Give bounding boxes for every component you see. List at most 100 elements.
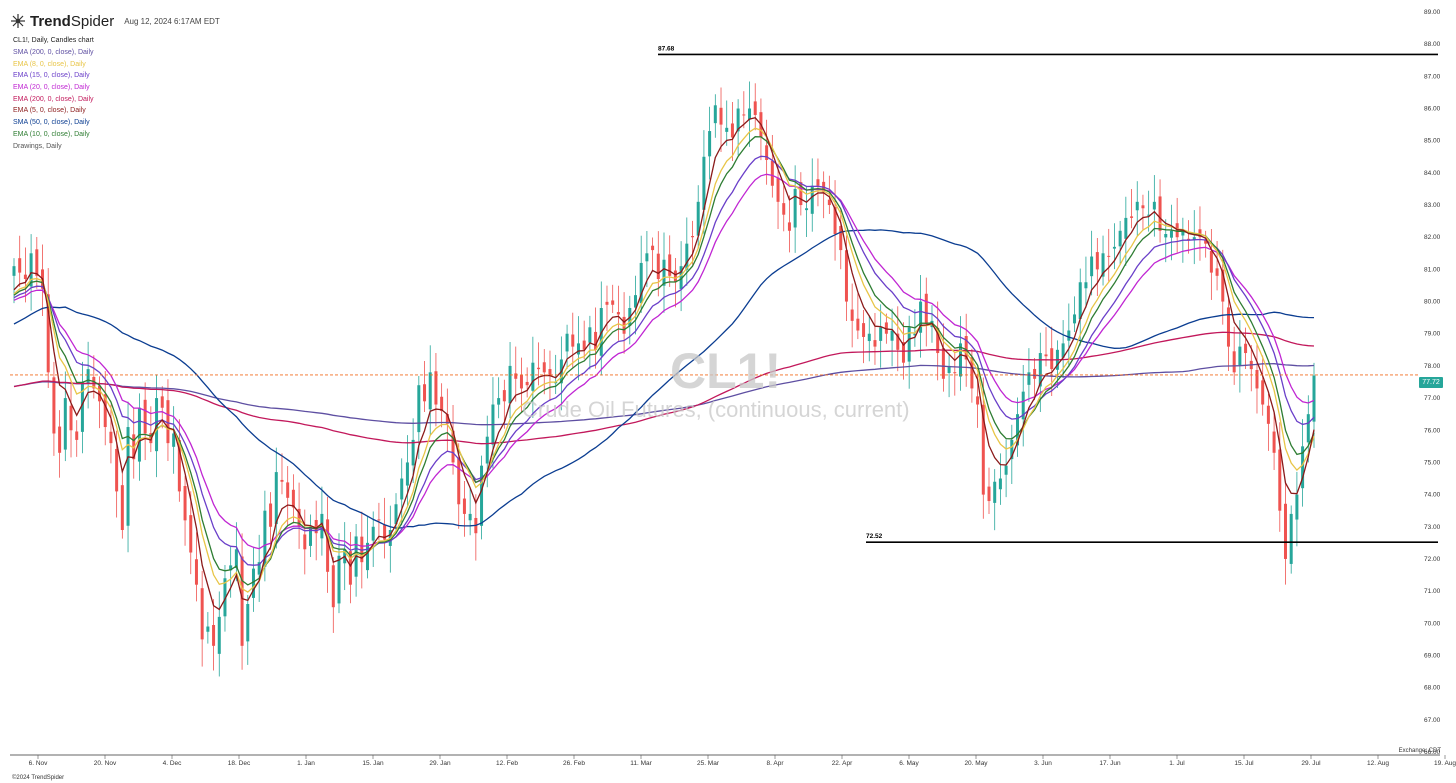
- candle: [1038, 353, 1042, 387]
- candle: [1073, 314, 1077, 324]
- candle: [400, 478, 404, 500]
- candle: [656, 253, 660, 280]
- candle: [1272, 431, 1276, 453]
- legend-item[interactable]: EMA (15, 0, close), Daily: [13, 72, 90, 80]
- candle: [92, 376, 96, 389]
- exchange-label: Exchange: CDT: [1398, 748, 1441, 754]
- candle: [611, 300, 615, 305]
- y-tick-label: 80.00: [1424, 299, 1441, 306]
- candle: [120, 485, 124, 530]
- candle: [423, 384, 427, 402]
- y-tick-label: 68.00: [1424, 685, 1441, 692]
- candle: [998, 478, 1002, 490]
- candle: [873, 340, 877, 347]
- candle: [862, 323, 866, 337]
- candle: [480, 465, 484, 526]
- legend-item[interactable]: EMA (200, 0, close), Daily: [13, 95, 94, 103]
- x-tick-label: 19. Aug: [1434, 760, 1456, 767]
- candle: [1004, 465, 1008, 475]
- candle: [799, 182, 803, 206]
- candle: [1124, 217, 1128, 239]
- candle: [240, 556, 244, 646]
- candle: [366, 542, 370, 571]
- candle: [103, 394, 107, 428]
- y-tick-label: 67.00: [1424, 717, 1441, 724]
- candle: [953, 372, 957, 374]
- y-tick-label: 85.00: [1424, 138, 1441, 145]
- candle: [394, 504, 398, 525]
- legend-item[interactable]: SMA (50, 0, close), Daily: [13, 119, 90, 127]
- legend-item[interactable]: SMA (200, 0, close), Daily: [13, 49, 94, 56]
- x-tick-label: 6. Nov: [29, 760, 49, 767]
- candle: [645, 253, 649, 262]
- candle: [63, 398, 67, 450]
- candle: [212, 625, 216, 646]
- y-tick-label: 71.00: [1424, 588, 1441, 595]
- candle: [297, 508, 301, 527]
- y-tick-label: 87.00: [1424, 73, 1441, 80]
- sma-50-line: [13, 229, 1315, 529]
- candle: [58, 426, 62, 453]
- candle: [890, 330, 894, 341]
- candle: [810, 185, 814, 214]
- candle: [383, 524, 387, 540]
- y-tick-label: 83.00: [1424, 202, 1441, 209]
- legend-item[interactable]: EMA (20, 0, close), Daily: [13, 84, 90, 92]
- candle: [582, 340, 586, 350]
- candle: [725, 127, 729, 132]
- candle: [976, 396, 980, 405]
- candle: [143, 399, 147, 434]
- candle: [947, 365, 951, 374]
- candle: [1016, 414, 1020, 446]
- legend-item[interactable]: EMA (5, 0, close), Daily: [13, 107, 86, 115]
- candle: [1130, 216, 1134, 218]
- candle: [440, 396, 444, 411]
- candle: [542, 362, 546, 373]
- candle: [434, 371, 438, 405]
- y-tick-label: 89.00: [1424, 9, 1441, 16]
- x-tick-label: 1. Jul: [1169, 760, 1185, 767]
- last-price-badge: 77.72: [1419, 377, 1443, 388]
- candle: [702, 156, 706, 210]
- candle: [86, 369, 90, 383]
- candle: [537, 367, 541, 370]
- legend-item[interactable]: EMA (10, 0, close), Daily: [13, 130, 90, 138]
- candle: [1141, 205, 1145, 209]
- candle: [987, 486, 991, 502]
- candle: [337, 555, 341, 604]
- candle: [508, 365, 512, 404]
- candle: [1198, 229, 1202, 238]
- candle: [1095, 252, 1099, 270]
- x-tick-label: 20. Nov: [94, 760, 117, 767]
- candle: [679, 266, 683, 289]
- candle: [793, 188, 797, 228]
- candle: [850, 309, 854, 321]
- app-header: TrendSpider Aug 12, 2024 6:17AM EDT: [10, 10, 220, 32]
- ema-5-line: [13, 116, 1315, 611]
- chart-symbol-title[interactable]: CL1!, Daily, Candles chart: [13, 37, 94, 44]
- legend-item[interactable]: Drawings, Daily: [13, 142, 62, 150]
- candle: [1295, 494, 1299, 520]
- candle: [80, 382, 84, 432]
- candle: [525, 381, 529, 386]
- candle: [229, 565, 233, 571]
- candle: [172, 433, 176, 447]
- y-tick-label: 88.00: [1424, 41, 1441, 48]
- candle: [856, 318, 860, 331]
- candle: [1061, 343, 1065, 358]
- candle: [234, 549, 238, 568]
- candle: [303, 534, 307, 550]
- candle: [748, 108, 752, 120]
- y-tick-label: 78.00: [1424, 363, 1441, 370]
- candle: [605, 301, 609, 305]
- candle: [257, 562, 261, 575]
- legend-item[interactable]: EMA (8, 0, close), Daily: [13, 60, 86, 68]
- candle: [719, 107, 723, 125]
- x-tick-label: 17. Jun: [1099, 760, 1121, 767]
- candle: [919, 301, 923, 333]
- candle: [1283, 503, 1287, 559]
- candle: [651, 245, 655, 251]
- y-tick-label: 82.00: [1424, 234, 1441, 241]
- candle: [200, 588, 204, 640]
